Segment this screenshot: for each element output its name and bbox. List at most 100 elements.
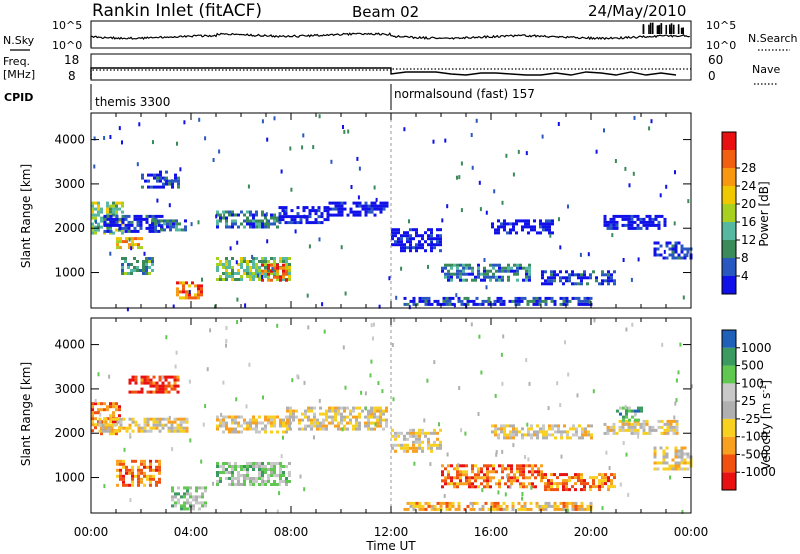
power-cell: [512, 228, 515, 232]
power-cell: [91, 213, 94, 217]
power-cell: [261, 225, 264, 229]
velocity-cell: [677, 461, 681, 465]
power-cell: [430, 228, 433, 232]
velocity-cell: [174, 504, 177, 508]
velocity-cell: [264, 415, 267, 419]
power-cell: [97, 201, 100, 205]
velocity-cell: [173, 417, 177, 421]
power-cell: [355, 210, 359, 214]
power-cell: [337, 213, 341, 217]
velocity-cell: [289, 406, 292, 410]
velocity-speck: [344, 385, 347, 390]
power-cell: [607, 276, 610, 280]
power-cell: [267, 219, 270, 223]
power-cell: [172, 222, 175, 226]
power-cell: [103, 223, 107, 227]
power-cell: [267, 222, 270, 226]
power-cell: [261, 213, 264, 217]
velocity-cell: [304, 409, 307, 413]
power-speck: [446, 204, 449, 209]
power-cell: [231, 219, 234, 223]
velocity-speck: [373, 322, 375, 327]
power-cell: [663, 223, 667, 227]
velocity-cell: [282, 480, 285, 483]
power-cell: [145, 266, 148, 269]
velocity-cell: [606, 428, 610, 432]
velocity-cell: [657, 425, 661, 429]
power-cell: [109, 214, 113, 218]
power-cell: [459, 269, 462, 273]
velocity-cell: [412, 440, 415, 444]
velocity-cell: [322, 412, 325, 416]
power-cell: [91, 207, 94, 211]
velocity-cell: [394, 431, 397, 435]
velocity-cell: [143, 483, 146, 487]
velocity-speck: [236, 320, 239, 324]
velocity-cell: [474, 485, 477, 489]
power-cell: [197, 284, 200, 288]
power-cell: [373, 201, 377, 205]
power-cell: [532, 302, 536, 306]
power-cell: [255, 263, 258, 266]
velocity-cell: [590, 424, 593, 428]
velocity-cell: [155, 483, 158, 487]
velocity-cell: [167, 426, 171, 430]
velocity-cell: [379, 415, 382, 419]
velocity-cell: [542, 436, 545, 440]
power-cell: [139, 220, 143, 224]
power-cell: [94, 216, 97, 220]
power-cell: [364, 213, 368, 217]
velocity-cell: [119, 423, 123, 427]
velocity-cell: [158, 384, 162, 388]
power-speck: [190, 222, 193, 227]
power-cell: [121, 272, 124, 275]
power-cell: [528, 269, 531, 273]
velocity-speck: [364, 406, 367, 411]
power-cell: [355, 201, 359, 205]
velocity-cell: [559, 501, 563, 505]
power-cell: [296, 212, 300, 216]
velocity-colorbar-tick-label: -100: [741, 430, 768, 444]
velocity-cell: [465, 479, 468, 483]
velocity-cell: [355, 415, 358, 419]
velocity-cell: [91, 402, 94, 406]
velocity-cell: [683, 458, 687, 462]
velocity-cell: [358, 424, 361, 428]
power-cell: [136, 220, 140, 224]
power-cell: [447, 263, 450, 267]
power-colorbar-swatch: [722, 168, 736, 186]
power-speck: [455, 293, 458, 298]
velocity-cell: [282, 424, 285, 428]
velocity-speck: [429, 462, 432, 467]
velocity-cell: [234, 465, 237, 468]
velocity-cell: [240, 430, 243, 434]
velocity-speck: [566, 508, 569, 513]
velocity-cell: [677, 452, 681, 456]
velocity-cell: [288, 462, 291, 465]
power-speck: [168, 203, 171, 208]
velocity-cell: [143, 471, 146, 475]
power-cell: [613, 279, 616, 283]
velocity-cell: [189, 495, 192, 499]
power-cell: [657, 226, 661, 230]
power-cell: [273, 269, 276, 272]
power-cell: [648, 217, 652, 221]
velocity-cell: [252, 468, 255, 471]
power-cell: [184, 228, 187, 232]
velocity-cell: [584, 427, 587, 431]
power-cell: [583, 299, 587, 303]
velocity-cell: [307, 418, 310, 422]
power-cell: [153, 185, 156, 189]
power-cell: [525, 266, 528, 270]
power-cell: [346, 213, 350, 217]
power-cell: [252, 263, 255, 266]
velocity-cell: [231, 471, 234, 474]
velocity-cell: [125, 483, 128, 487]
power-cell: [284, 221, 288, 225]
velocity-speck: [161, 375, 164, 380]
velocity-cell: [146, 474, 149, 478]
velocity-cell: [176, 375, 180, 379]
velocity-cell: [586, 504, 590, 508]
power-cell: [273, 222, 276, 226]
velocity-cell: [677, 449, 681, 453]
